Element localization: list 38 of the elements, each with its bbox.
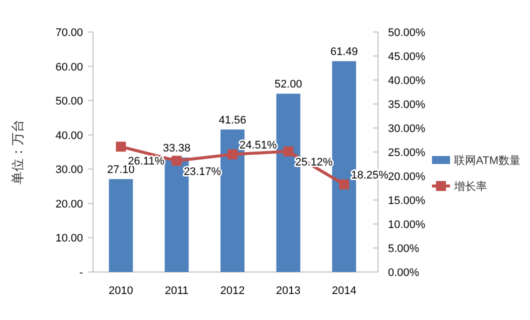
y-tick-label: 20.00 bbox=[55, 198, 83, 210]
y2-tick-label: 50.00% bbox=[388, 27, 426, 39]
x-tick-label: 2012 bbox=[220, 285, 245, 297]
point bbox=[228, 149, 238, 160]
bar bbox=[108, 179, 133, 272]
y-tick-label: 60.00 bbox=[55, 61, 83, 74]
data-label: 52.00 bbox=[274, 78, 302, 91]
point bbox=[339, 179, 350, 190]
y2-tick-label: 45.00% bbox=[388, 51, 426, 63]
x-tick-label: 2014 bbox=[332, 285, 356, 297]
y-tick-label: 10.00 bbox=[55, 232, 83, 245]
y-axis-title: 单位：万台 bbox=[10, 120, 25, 184]
y-tick-label: - bbox=[79, 267, 84, 279]
y2-tick-label: 30.00% bbox=[388, 123, 426, 135]
y-tick-label: 50.00 bbox=[55, 96, 83, 108]
y-tick-label: 30.00 bbox=[55, 164, 83, 176]
x-tick-label: 2013 bbox=[276, 285, 301, 297]
data-label: 41.56 bbox=[218, 114, 246, 127]
data-label: 27.10 bbox=[107, 164, 135, 176]
y2-tick-label: 15.00% bbox=[388, 195, 426, 207]
y2-tick-label: 20.00% bbox=[388, 171, 426, 183]
y2-tick-label: 25.00% bbox=[388, 147, 426, 159]
y2-tick-label: 40.00% bbox=[388, 75, 426, 87]
y2-tick-label: 35.00% bbox=[388, 99, 426, 111]
x-tick-label: 2010 bbox=[108, 285, 134, 297]
point bbox=[172, 156, 182, 166]
y2-tick-label: 5.00% bbox=[388, 243, 420, 255]
y2-tick-label: 10.00% bbox=[388, 219, 426, 231]
point bbox=[283, 146, 294, 156]
legend-label: 联网ATM数量 bbox=[454, 155, 520, 167]
data-label: 33.38 bbox=[162, 142, 190, 155]
legend-label: 增长率 bbox=[453, 180, 487, 193]
data-label: 61.49 bbox=[330, 46, 358, 58]
point bbox=[116, 142, 126, 152]
x-tick-label: 2011 bbox=[164, 285, 189, 297]
y-tick-label: 70.00 bbox=[55, 27, 83, 39]
y2-tick-label: 0.00% bbox=[388, 267, 420, 279]
y-tick-label: 40.00 bbox=[55, 130, 83, 142]
